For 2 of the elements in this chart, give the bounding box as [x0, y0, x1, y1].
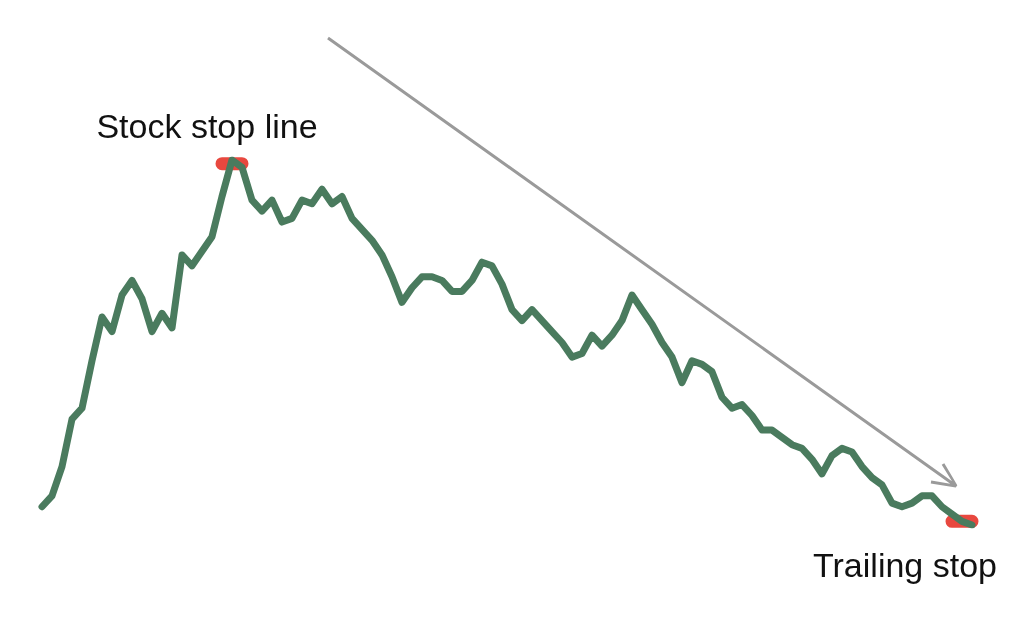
text: Trailing stop — [813, 546, 997, 585]
text: Stock stop line — [96, 106, 318, 145]
